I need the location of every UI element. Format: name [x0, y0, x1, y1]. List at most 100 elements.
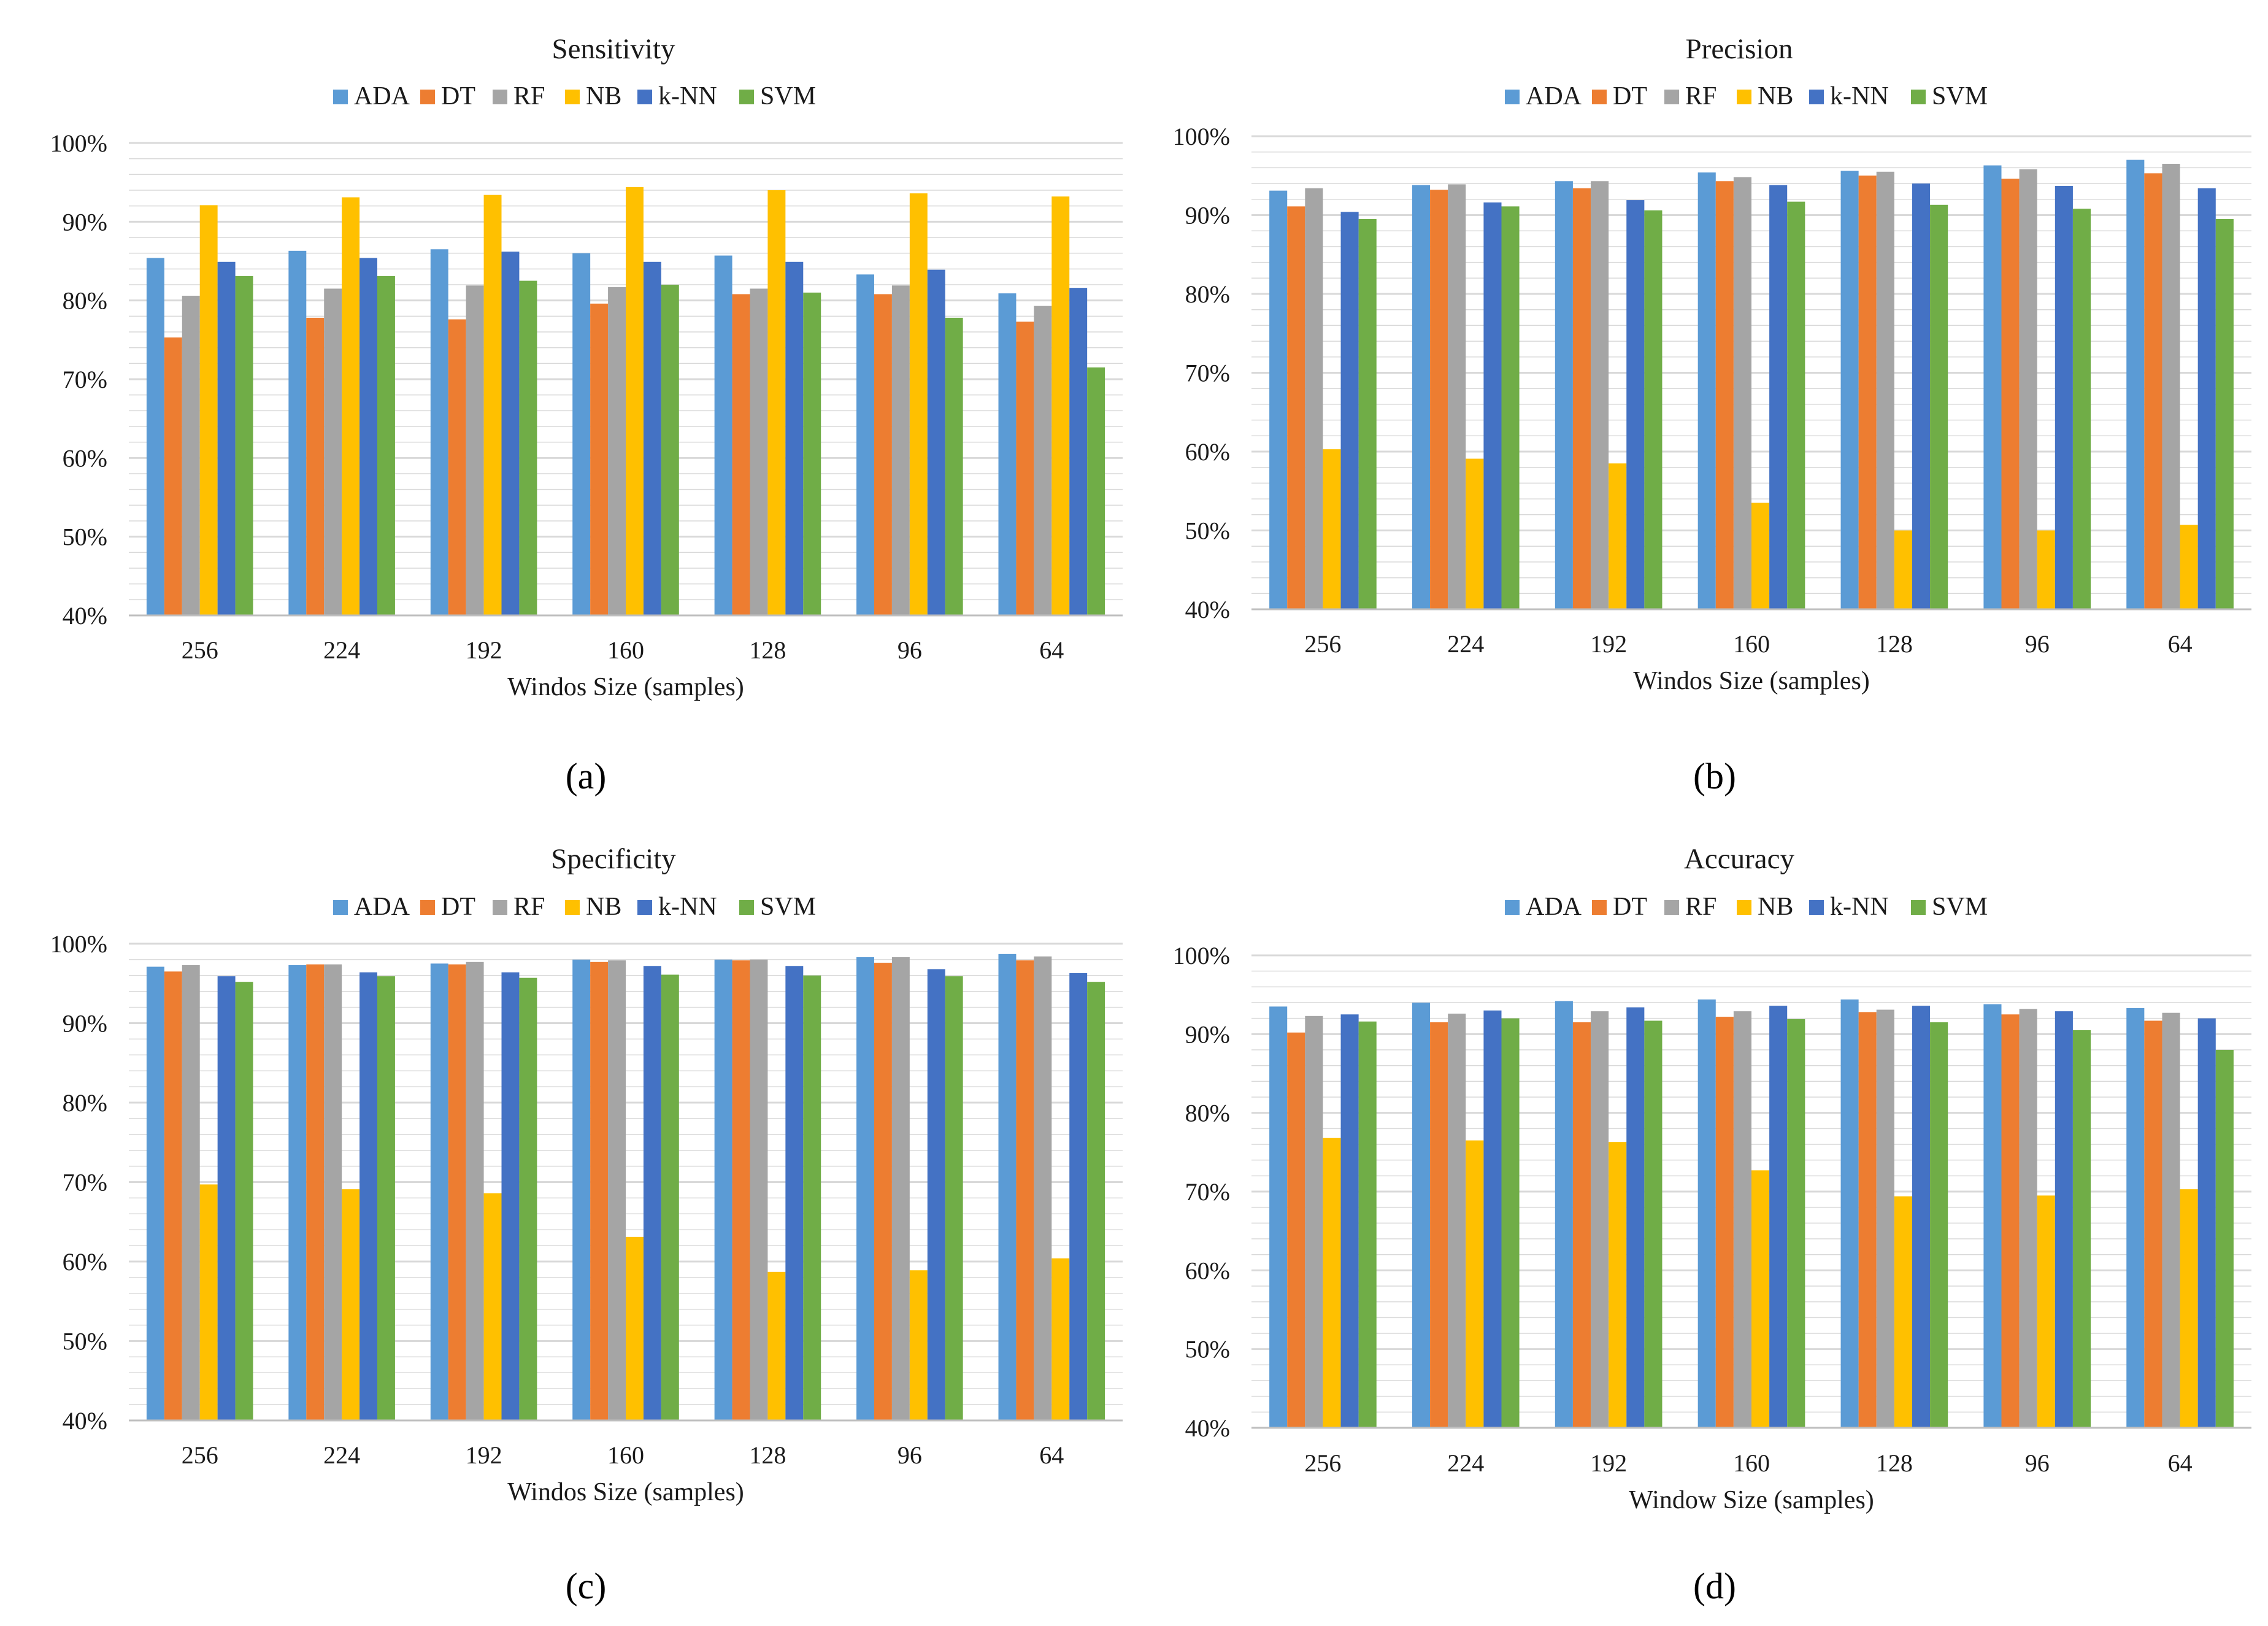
bar-ada-192: [1555, 181, 1573, 609]
bar-k-nn-192: [501, 252, 520, 616]
chart-title: Specificity: [551, 843, 676, 875]
bar-nb-160: [626, 1236, 644, 1420]
bar-nb-192: [1609, 1142, 1627, 1428]
legend-label-ada: ADA: [354, 82, 410, 110]
bar-rf-96: [2019, 1009, 2037, 1428]
bar-k-nn-160: [643, 261, 661, 615]
legend-swatch-svm: [1911, 900, 1926, 915]
y-tick-label: 100%: [1173, 123, 1230, 150]
bar-nb-256: [1323, 1138, 1341, 1428]
bar-k-nn-192: [1626, 200, 1645, 610]
panel-label: (d): [1693, 1566, 1736, 1606]
bar-nb-224: [1466, 1140, 1484, 1428]
bar-ada-192: [1555, 1001, 1573, 1428]
legend-label-ada: ADA: [1526, 893, 1582, 921]
legend-swatch-nb: [1737, 90, 1751, 104]
legend-label-svm: SVM: [1932, 82, 1988, 110]
bar-ada-64: [2126, 160, 2145, 609]
legend-label-nb: NB: [586, 893, 621, 921]
bar-rf-224: [1448, 1013, 1466, 1428]
bar-nb-160: [1751, 503, 1770, 609]
x-tick-label: 96: [2025, 630, 2050, 658]
x-tick-label: 96: [2025, 1449, 2050, 1477]
bar-svm-160: [661, 285, 679, 615]
bar-svm-64: [2215, 218, 2234, 609]
legend-swatch-nb: [565, 900, 580, 915]
bar-svm-64: [1087, 982, 1105, 1420]
x-tick-label: 128: [1876, 1449, 1913, 1477]
bar-rf-64: [2162, 1012, 2180, 1428]
panel-label: (a): [566, 756, 607, 796]
bar-svm-128: [803, 975, 821, 1420]
legend-label-ada: ADA: [354, 893, 410, 921]
bar-rf-256: [1305, 188, 1323, 609]
y-tick-label: 100%: [1173, 942, 1230, 969]
bar-k-nn-160: [643, 966, 661, 1420]
x-tick-label: 192: [1590, 630, 1627, 658]
bar-ada-96: [1983, 1004, 2002, 1428]
y-tick-label: 40%: [1185, 596, 1230, 623]
bar-rf-160: [1733, 1011, 1751, 1428]
bar-k-nn-256: [1340, 1014, 1359, 1428]
x-tick-label: 224: [1447, 630, 1484, 658]
chart-title: Accuracy: [1684, 843, 1795, 875]
bar-dt-64: [1016, 322, 1034, 615]
legend-label-dt: DT: [441, 893, 475, 921]
x-tick-label: 256: [182, 1441, 218, 1469]
bar-rf-160: [608, 287, 626, 616]
legend-swatch-dt: [1592, 90, 1607, 104]
bar-nb-96: [2037, 530, 2055, 609]
legend-swatch-nb: [565, 90, 580, 104]
bar-ada-160: [1697, 999, 1716, 1428]
bar-ada-128: [1840, 999, 1859, 1428]
y-tick-label: 80%: [1185, 280, 1230, 308]
bar-k-nn-64: [2197, 1018, 2216, 1428]
bar-rf-224: [324, 964, 342, 1420]
legend-swatch-rf: [493, 900, 507, 915]
legend: ADA DT RF NB k-NN SVM: [333, 82, 816, 110]
bar-dt-64: [2144, 173, 2162, 609]
y-tick-label: 90%: [1185, 1020, 1230, 1048]
bar-svm-96: [945, 317, 963, 615]
legend-swatch-svm: [1911, 90, 1926, 104]
bar-dt-160: [590, 303, 609, 615]
x-tick-label: 64: [2168, 630, 2193, 658]
x-tick-label: 160: [607, 1441, 644, 1469]
x-tick-label: 128: [749, 636, 786, 664]
x-tick-label: 96: [898, 636, 922, 664]
chart-title: Sensitivity: [552, 33, 675, 65]
legend-swatch-k-nn: [637, 900, 652, 915]
x-axis-label: Windos Size (samples): [507, 1478, 744, 1506]
legend-swatch-k-nn: [637, 90, 652, 104]
bar-nb-64: [1051, 196, 1070, 615]
bar-nb-96: [909, 1270, 928, 1420]
legend-swatch-ada: [333, 90, 348, 104]
x-tick-label: 160: [1733, 630, 1770, 658]
bar-ada-224: [288, 965, 307, 1420]
bar-dt-224: [306, 964, 325, 1420]
bar-ada-224: [288, 250, 307, 616]
legend-swatch-dt: [420, 90, 435, 104]
bar-k-nn-128: [785, 261, 804, 615]
bar-nb-224: [1466, 458, 1484, 609]
bar-dt-160: [1715, 1017, 1734, 1428]
bar-rf-192: [466, 961, 484, 1420]
bar-dt-224: [1430, 1022, 1448, 1428]
bar-ada-96: [856, 274, 874, 616]
bar-dt-128: [1858, 1012, 1877, 1428]
bar-dt-96: [2001, 179, 2020, 609]
bar-nb-192: [483, 1193, 502, 1420]
bar-rf-224: [324, 288, 342, 616]
x-tick-label: 192: [1590, 1449, 1627, 1477]
bar-svm-256: [235, 275, 253, 616]
bar-ada-192: [430, 963, 448, 1420]
legend-swatch-ada: [333, 900, 348, 915]
bar-rf-96: [891, 285, 910, 615]
bar-ada-256: [1269, 1006, 1288, 1428]
bar-ada-256: [146, 258, 164, 615]
bars: [1269, 999, 2234, 1428]
y-tick-label: 40%: [63, 602, 107, 630]
legend: ADA DT RF NB k-NN SVM: [333, 893, 816, 921]
y-tick-label: 70%: [1185, 1178, 1230, 1206]
bar-rf-128: [750, 959, 768, 1420]
